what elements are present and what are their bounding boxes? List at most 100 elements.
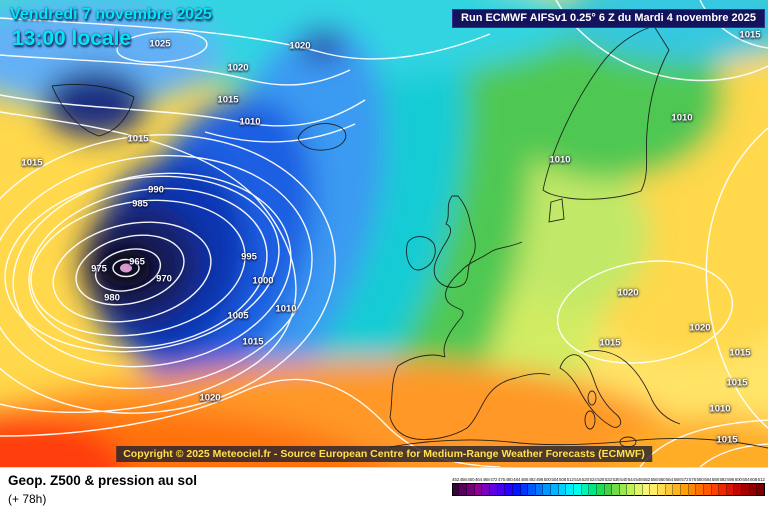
legend-swatch xyxy=(703,483,712,496)
legend-cell: 580 xyxy=(696,477,704,512)
legend-swatch xyxy=(680,483,689,496)
footer-titles: Geop. Z500 & pression au sol (+ 78h) xyxy=(0,468,205,512)
legend-cell: 572 xyxy=(680,477,689,512)
legend-cell: 608 xyxy=(749,477,758,512)
legend-swatch xyxy=(535,483,544,496)
legend-cell: 536 xyxy=(612,477,620,512)
legend-cell: 584 xyxy=(703,477,712,512)
legend-value: 532 xyxy=(604,477,612,482)
legend-value: 468 xyxy=(482,477,490,482)
legend-swatch xyxy=(566,483,574,496)
legend-cell: 504 xyxy=(551,477,559,512)
legend-value: 592 xyxy=(719,477,727,482)
legend-cell: 484 xyxy=(512,477,521,512)
legend-swatch xyxy=(467,483,475,496)
legend-value: 576 xyxy=(688,477,696,482)
legend-swatch xyxy=(696,483,704,496)
forecast-date: Vendredi 7 novembre 2025 xyxy=(10,6,212,23)
low-center-dot xyxy=(120,263,132,273)
legend-value: 552 xyxy=(643,477,651,482)
legend-cell: 532 xyxy=(604,477,613,512)
legend-value: 572 xyxy=(681,477,689,482)
legend-cell: 612 xyxy=(757,477,765,512)
legend-cell: 480 xyxy=(505,477,513,512)
legend-cell: 588 xyxy=(711,477,720,512)
legend-swatch xyxy=(711,483,720,496)
legend-swatch xyxy=(604,483,613,496)
legend-cell: 592 xyxy=(719,477,727,512)
legend-value: 504 xyxy=(551,477,559,482)
copyright-bar: Copyright © 2025 Meteociel.fr - Source E… xyxy=(116,446,652,462)
legend-value: 564 xyxy=(665,477,674,482)
legend-cell: 540 xyxy=(619,477,628,512)
legend-swatch xyxy=(474,483,483,496)
legend-value: 500 xyxy=(543,477,551,482)
legend-swatch xyxy=(451,483,460,496)
legend-value: 484 xyxy=(513,477,521,482)
legend-swatch xyxy=(512,483,521,496)
legend-value: 524 xyxy=(589,477,597,482)
legend-cell: 548 xyxy=(635,477,643,512)
legend-value: 456 xyxy=(459,477,467,482)
legend-cell: 552 xyxy=(642,477,651,512)
legend-swatch xyxy=(749,483,758,496)
legend-value: 596 xyxy=(727,477,735,482)
legend-swatch xyxy=(665,483,674,496)
legend-swatch xyxy=(543,483,552,496)
legend-cell: 508 xyxy=(558,477,567,512)
model-run-info: Run ECMWF AIFSv1 0.25° 6 Z du Mardi 4 no… xyxy=(452,9,765,28)
legend-swatch xyxy=(528,483,536,496)
legend-value: 476 xyxy=(497,477,505,482)
legend-cell: 516 xyxy=(573,477,582,512)
legend-swatch xyxy=(482,483,490,496)
forecast-map: 1025 1020 1020 1015 1010 1015 1015 990 985 975 965… xyxy=(0,0,768,467)
legend-swatch xyxy=(650,483,659,496)
legend-cell: 472 xyxy=(489,477,498,512)
legend-cell: 556 xyxy=(650,477,659,512)
legend-value: 508 xyxy=(558,477,567,482)
legend-value: 520 xyxy=(581,477,589,482)
legend-swatch xyxy=(497,483,506,496)
legend-value: 536 xyxy=(612,477,620,482)
legend-swatch xyxy=(688,483,697,496)
legend-cell: 476 xyxy=(497,477,506,512)
legend-swatch xyxy=(489,483,498,496)
legend-swatch xyxy=(658,483,666,496)
legend-swatch xyxy=(558,483,567,496)
legend-cell: 524 xyxy=(589,477,597,512)
legend-swatch xyxy=(642,483,651,496)
legend-swatch xyxy=(551,483,559,496)
legend-cell: 492 xyxy=(528,477,536,512)
legend-swatch xyxy=(612,483,620,496)
legend-value: 580 xyxy=(696,477,704,482)
legend-cell: 544 xyxy=(627,477,636,512)
legend-cell: 604 xyxy=(742,477,750,512)
legend-cell: 564 xyxy=(665,477,674,512)
legend-value: 464 xyxy=(474,477,483,482)
legend-cell: 456 xyxy=(459,477,468,512)
legend-cell: 520 xyxy=(581,477,590,512)
legend-cell: 568 xyxy=(673,477,681,512)
legend-value: 528 xyxy=(597,477,605,482)
legend-cell: 464 xyxy=(474,477,483,512)
legend-cell: 496 xyxy=(535,477,544,512)
legend-value: 488 xyxy=(520,477,528,482)
legend-cell: 600 xyxy=(734,477,743,512)
legend-cell: 596 xyxy=(726,477,735,512)
legend-value: 588 xyxy=(711,477,719,482)
legend-cell: 576 xyxy=(688,477,697,512)
legend-swatch xyxy=(573,483,582,496)
legend-value: 548 xyxy=(635,477,643,482)
legend-cell: 512 xyxy=(566,477,574,512)
legend-value: 600 xyxy=(734,477,742,482)
legend-cell: 560 xyxy=(658,477,666,512)
legend-value: 480 xyxy=(505,477,513,482)
legend-swatch xyxy=(596,483,605,496)
legend-value: 612 xyxy=(757,477,765,482)
color-scale-legend: 452 456 460 464 468 472 476 480 484 488 492 496 500 5… xyxy=(451,468,768,512)
map-lead-time: (+ 78h) xyxy=(8,492,47,506)
legend-value: 496 xyxy=(536,477,544,482)
map-title: Geop. Z500 & pression au sol xyxy=(8,473,198,488)
legend-swatch xyxy=(459,483,468,496)
